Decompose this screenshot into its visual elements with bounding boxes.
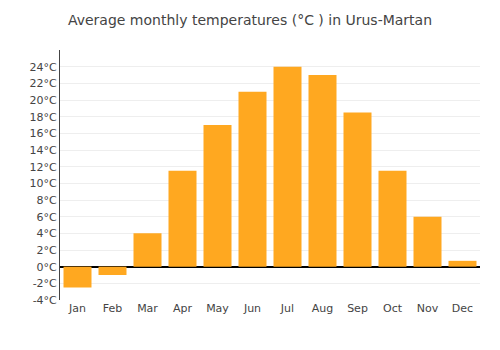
svg-text:Aug: Aug — [312, 302, 333, 315]
svg-text:6°C: 6°C — [37, 211, 57, 224]
svg-text:-2°C: -2°C — [33, 277, 57, 290]
svg-text:14°C: 14°C — [30, 144, 57, 157]
svg-text:10°C: 10°C — [30, 177, 57, 190]
svg-text:4°C: 4°C — [37, 227, 57, 240]
svg-text:24°C: 24°C — [30, 61, 57, 74]
svg-text:Oct: Oct — [383, 302, 403, 315]
svg-text:8°C: 8°C — [37, 194, 57, 207]
svg-text:Apr: Apr — [173, 302, 193, 315]
svg-text:-4°C: -4°C — [33, 294, 57, 307]
svg-text:Mar: Mar — [137, 302, 158, 315]
svg-text:Sep: Sep — [347, 302, 368, 315]
svg-text:18°C: 18°C — [30, 111, 57, 124]
svg-text:Dec: Dec — [452, 302, 473, 315]
svg-text:Jun: Jun — [243, 302, 261, 315]
svg-text:16°C: 16°C — [30, 127, 57, 140]
svg-text:Jan: Jan — [68, 302, 86, 315]
svg-text:22°C: 22°C — [30, 77, 57, 90]
svg-text:2°C: 2°C — [37, 244, 57, 257]
svg-text:Feb: Feb — [103, 302, 122, 315]
svg-text:Nov: Nov — [417, 302, 439, 315]
svg-text:Jul: Jul — [280, 302, 294, 315]
svg-text:20°C: 20°C — [30, 94, 57, 107]
svg-text:May: May — [206, 302, 229, 315]
svg-text:0°C: 0°C — [37, 261, 57, 274]
svg-text:Average monthly temperatures (: Average monthly temperatures (°C ) in Ur… — [68, 12, 432, 28]
svg-text:12°C: 12°C — [30, 161, 57, 174]
